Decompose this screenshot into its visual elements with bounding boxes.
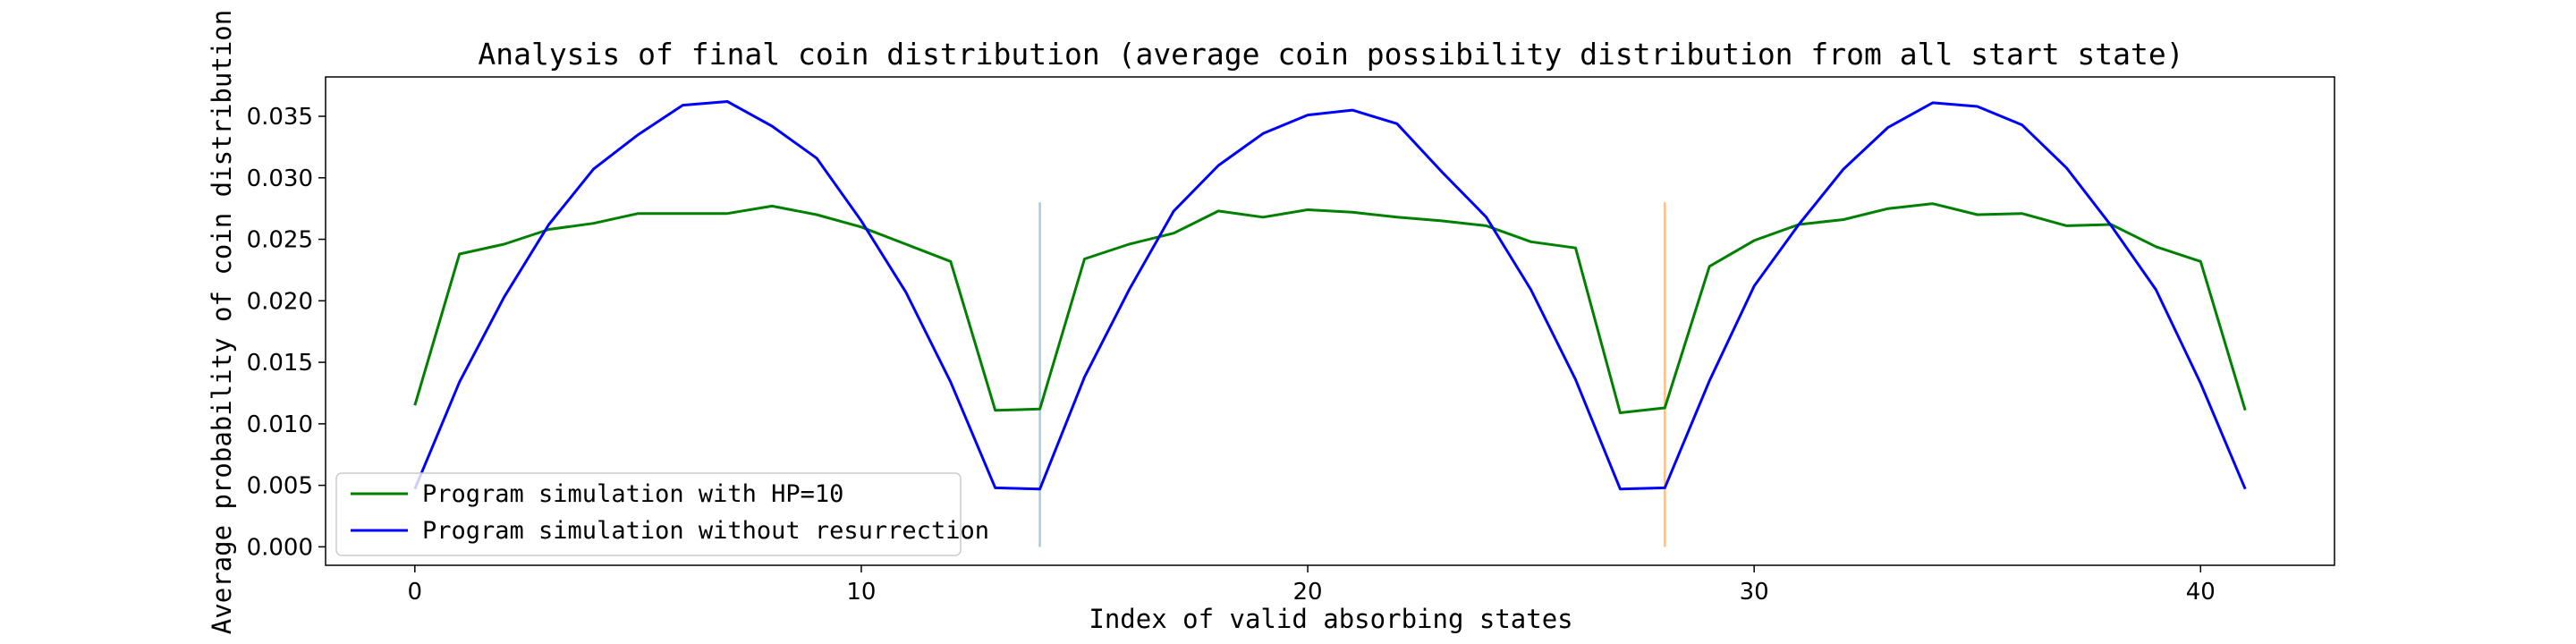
x-tick-label: 10 <box>846 579 876 606</box>
y-axis-label: Average probability of coin distribution <box>207 10 237 634</box>
y-tick-label: 0.005 <box>247 473 313 500</box>
legend-label-hp10: Program simulation with HP=10 <box>422 480 843 508</box>
x-axis-ticks: 0 10 20 30 40 <box>408 565 2216 606</box>
y-tick-label: 0.030 <box>247 165 313 192</box>
chart-title: Analysis of final coin distribution (ave… <box>478 37 2183 72</box>
plot-frame <box>325 76 2335 566</box>
plot-area <box>413 100 2247 547</box>
x-tick-label: 30 <box>1740 579 1769 606</box>
legend-label-no-resurrection: Program simulation without resurrection <box>422 517 989 545</box>
x-axis-label: Index of valid absorbing states <box>1089 604 1572 634</box>
y-tick-label: 0.025 <box>247 227 313 254</box>
x-tick-label: 40 <box>2186 579 2216 606</box>
y-tick-label: 0.020 <box>247 288 313 315</box>
y-axis-ticks: 0.000 0.005 0.010 0.015 0.020 0.025 0.030 0.035 <box>247 104 326 561</box>
x-tick-label: 20 <box>1292 579 1322 606</box>
series-line-no-resurrection <box>413 100 2247 491</box>
y-tick-label: 0.035 <box>247 104 313 131</box>
y-tick-label: 0.000 <box>247 534 313 561</box>
y-tick-label: 0.015 <box>247 350 313 377</box>
x-tick-label: 0 <box>408 579 423 606</box>
series-line-hp10 <box>413 202 2247 414</box>
y-tick-label: 0.010 <box>247 411 313 438</box>
legend: Program simulation with HP=10 Program si… <box>335 472 989 556</box>
legend-box <box>335 472 962 556</box>
